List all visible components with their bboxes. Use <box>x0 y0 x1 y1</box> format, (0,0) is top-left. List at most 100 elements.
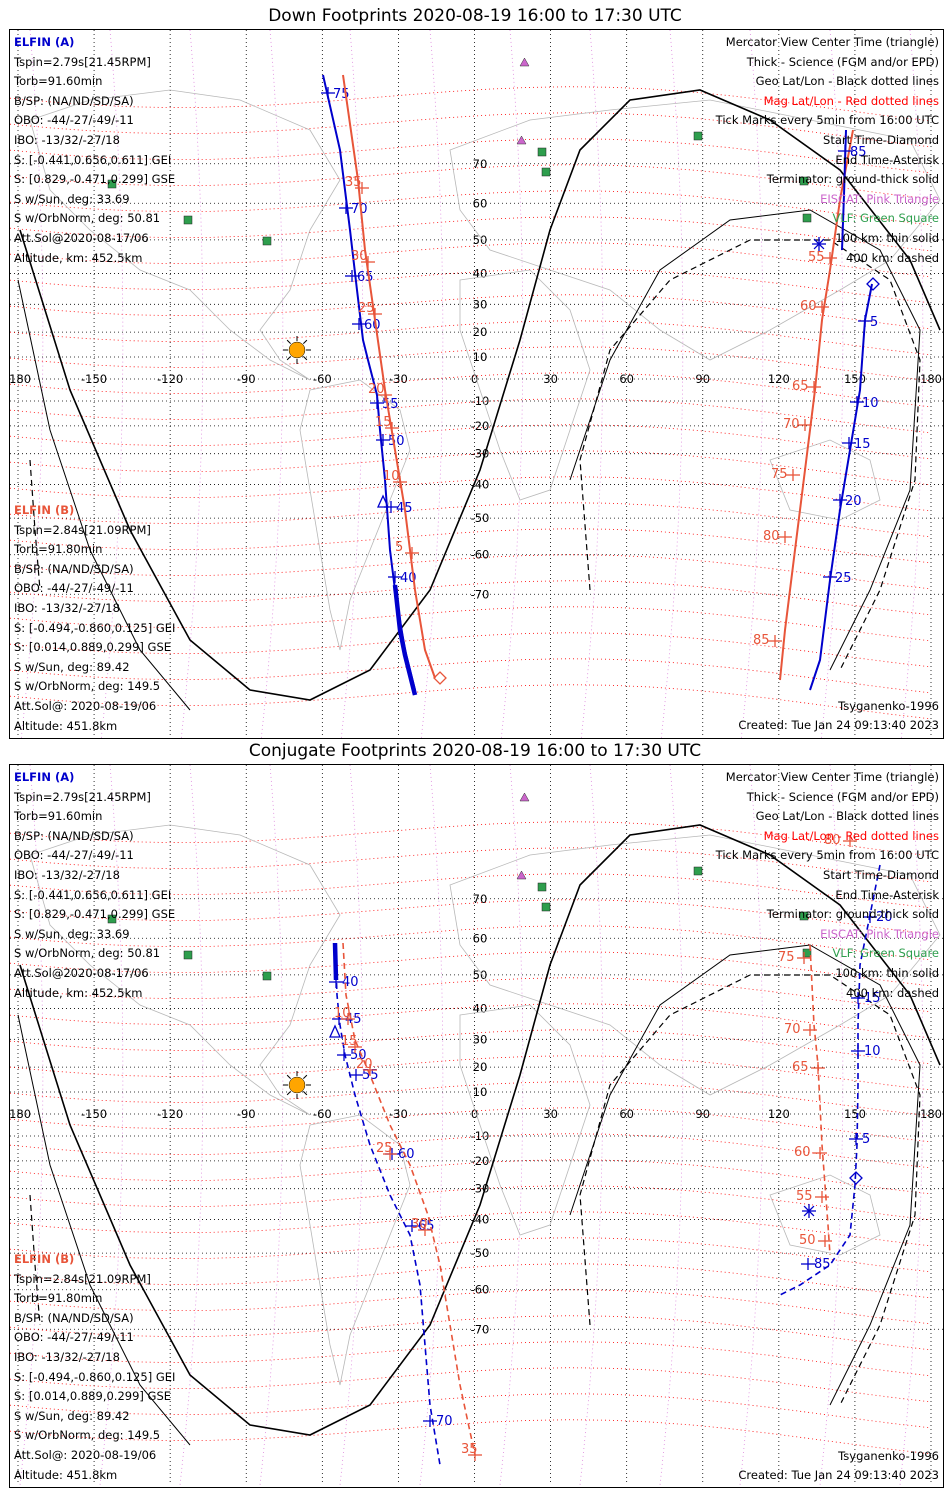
mag-latitude-line <box>10 450 931 486</box>
elfin-a-line: Torb=91.60min <box>14 74 103 89</box>
elfin-a-line: OBO: -44/-27/-49/-11 <box>14 113 134 128</box>
legend-item: Mercator View Center Time (triangle) <box>725 35 939 49</box>
sun-ray <box>303 356 308 361</box>
vlf-square <box>262 971 272 981</box>
continent-outline <box>459 1004 591 1236</box>
vlf-square <box>799 911 809 921</box>
mag-latitude-line <box>10 346 931 382</box>
legend-item: End Time-Asterisk <box>835 152 939 167</box>
mag-latitude-line <box>10 294 931 330</box>
elfin-b-line: IBO: -13/32/-27/18 <box>14 600 120 615</box>
elfin-b-tick-label: 70 <box>783 417 800 432</box>
legend-item: Start Time-Diamond <box>823 132 939 147</box>
elfin-b-tick-label: 65 <box>792 379 809 394</box>
latitude-label: 10 <box>473 1085 488 1099</box>
mag-longitude-line <box>900 30 924 738</box>
latitude-label: -10 <box>471 1129 490 1143</box>
sun-ray <box>286 339 291 344</box>
elfin-b-line: S: [-0.494,-0.860,0.125] GEI <box>14 1369 176 1384</box>
elfin-a-tick-label: 15 <box>864 991 881 1006</box>
legend-item: Terminator: ground-thick solid <box>766 907 939 922</box>
mag-latitude-line <box>10 1107 931 1143</box>
mag-latitude-line <box>10 1159 931 1195</box>
mag-latitude-line <box>10 925 931 961</box>
elfin-b-line: OBO: -44/-27/-49/-11 <box>14 1330 134 1345</box>
legend-item: Tick Marks every 5min from 16:00 UTC <box>715 113 939 128</box>
latitude-label: 70 <box>473 892 488 906</box>
elfin-a-tick-label: 70 <box>351 202 368 217</box>
mag-longitude-line <box>659 765 684 1486</box>
elfin-a-line: Torb=91.60min <box>14 809 103 824</box>
mag-latitude-line <box>10 1367 931 1403</box>
elfin-a-tick-label: 60 <box>398 1147 415 1162</box>
mag-latitude-line <box>10 554 931 590</box>
legend-item: 100 km: thin solid <box>835 230 939 245</box>
legend: Mercator View Center Time (triangle) Thi… <box>716 768 939 1003</box>
elfin-b-tick-label: 20 <box>356 1057 373 1072</box>
continent-outline <box>449 99 941 361</box>
elfin-b-tick-label: 55 <box>808 250 825 265</box>
elfin-a-info: ELFIN (A) Tspin=2.79s[21.45RPM] Torb=91.… <box>14 768 175 1003</box>
elfin-b-tick-label: 25 <box>376 1141 393 1156</box>
elfin-b-tick-label: 20 <box>368 382 385 397</box>
latitude-label: -60 <box>471 1283 490 1297</box>
vlf-square <box>693 131 703 141</box>
latitude-label: 30 <box>473 297 488 311</box>
elfin-b-line: B/SP: (NA/ND/SD/SA) <box>14 1310 134 1325</box>
mag-longitude-line <box>819 765 844 1486</box>
terminator-ground <box>19 824 941 1436</box>
mag-latitude-line <box>10 1055 931 1091</box>
elfin-a-conjugate-track <box>334 942 441 1466</box>
latitude-label: 40 <box>473 1002 488 1016</box>
mag-latitude-line <box>10 164 931 200</box>
legend-item: 400 km: dashed <box>846 985 939 1000</box>
elfin-a-line: OBO: -44/-27/-49/-11 <box>14 848 134 863</box>
mag-latitude-line <box>10 476 931 512</box>
terminator-100km <box>569 209 921 671</box>
mag-latitude-line <box>10 580 931 616</box>
vlf-square <box>799 176 809 186</box>
latitude-label: -50 <box>471 511 490 525</box>
elfin-a-line: Tspin=2.79s[21.45RPM] <box>14 789 151 804</box>
elfin-a-tick-label: 65 <box>357 270 374 285</box>
elfin-b-line: S w/Sun, deg: 89.42 <box>14 659 130 674</box>
elfin-b-header: ELFIN (B) <box>14 1252 75 1266</box>
elfin-b-conjugate-track <box>342 942 476 1456</box>
eiscat-triangle <box>519 792 530 802</box>
down-map-svg: -180-150-120-90-60-300306090120150180706… <box>10 30 943 738</box>
elfin-a-line: Tspin=2.79s[21.45RPM] <box>14 54 151 69</box>
sun-ray <box>303 1091 308 1096</box>
elfin-b-tick-label: 80 <box>763 529 780 544</box>
elfin-a-line: B/SP: (NA/ND/SD/SA) <box>14 828 134 843</box>
mag-longitude-line <box>580 30 604 738</box>
model-label: Tsyganenko-1996 <box>838 699 939 713</box>
elfin-b-conjugate-track-east <box>809 944 831 1256</box>
vlf-square <box>107 914 117 924</box>
mag-latitude-line <box>10 1393 931 1429</box>
elfin-a-down-track-east <box>809 283 873 691</box>
elfin-b-tick-label: 60 <box>794 1145 811 1160</box>
elfin-b-line: OBO: -44/-27/-49/-11 <box>14 581 134 596</box>
latitude-label: 50 <box>473 233 488 247</box>
elfin-b-info: ELFIN (B) Tspin=2.84s[21.09RPM] Torb=91.… <box>14 501 175 736</box>
mag-latitude-line <box>10 112 931 148</box>
elfin-b-tick-label: 60 <box>800 299 817 314</box>
elfin-b-line: B/SP: (NA/ND/SD/SA) <box>14 561 134 576</box>
elfin-b-tick-label: 10 <box>334 1006 351 1021</box>
vlf-square <box>537 147 547 157</box>
mag-latitude-line <box>10 1315 931 1351</box>
elfin-a-line: Altitude, km: 452.5km <box>14 250 143 265</box>
elfin-b-down-track <box>342 74 436 679</box>
latitude-label: 10 <box>473 350 488 364</box>
eiscat-triangle <box>519 57 530 67</box>
sun-icon <box>288 341 306 359</box>
elfin-b-tick-label: 10 <box>383 469 400 484</box>
mag-latitude-line <box>10 1003 931 1039</box>
conjugate-map-svg: -180-150-120-90-60-300306090120150180706… <box>10 765 943 1486</box>
elfin-a-end-asterisk <box>813 238 825 250</box>
elfin-a-tick-label: 20 <box>845 494 862 509</box>
legend-item: EISCAT: Pink Triangle <box>820 926 939 941</box>
vlf-square <box>802 948 812 958</box>
elfin-b-tick-label: 55 <box>796 1189 813 1204</box>
sun-ray <box>286 1074 291 1079</box>
